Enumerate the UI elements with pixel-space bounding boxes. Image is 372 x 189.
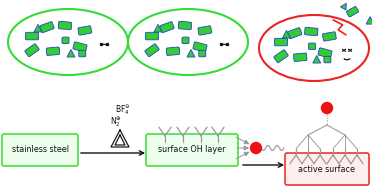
FancyBboxPatch shape — [78, 26, 92, 35]
FancyBboxPatch shape — [193, 42, 207, 52]
FancyBboxPatch shape — [58, 21, 72, 30]
Polygon shape — [154, 24, 162, 32]
FancyBboxPatch shape — [145, 44, 159, 57]
FancyBboxPatch shape — [318, 48, 332, 58]
FancyBboxPatch shape — [323, 32, 336, 41]
FancyBboxPatch shape — [40, 22, 54, 33]
FancyBboxPatch shape — [199, 50, 206, 57]
Text: surface OH layer: surface OH layer — [158, 146, 226, 154]
Text: stainless steel: stainless steel — [12, 146, 68, 154]
FancyBboxPatch shape — [26, 32, 38, 40]
FancyBboxPatch shape — [73, 42, 87, 52]
Polygon shape — [340, 3, 346, 10]
FancyBboxPatch shape — [285, 153, 369, 185]
FancyBboxPatch shape — [79, 50, 86, 57]
FancyBboxPatch shape — [308, 43, 315, 50]
Polygon shape — [282, 30, 291, 38]
FancyBboxPatch shape — [146, 134, 238, 166]
FancyBboxPatch shape — [198, 26, 212, 35]
FancyBboxPatch shape — [324, 56, 331, 63]
Polygon shape — [67, 50, 75, 57]
FancyBboxPatch shape — [166, 47, 180, 55]
FancyBboxPatch shape — [182, 37, 189, 44]
FancyBboxPatch shape — [160, 22, 174, 33]
Polygon shape — [34, 24, 42, 32]
FancyBboxPatch shape — [25, 44, 39, 57]
FancyBboxPatch shape — [145, 32, 158, 40]
Text: active surface: active surface — [298, 164, 356, 174]
FancyBboxPatch shape — [305, 27, 318, 36]
Circle shape — [321, 102, 333, 114]
FancyBboxPatch shape — [178, 21, 192, 30]
Text: BF$_4^{\ominus}$: BF$_4^{\ominus}$ — [115, 103, 131, 117]
FancyBboxPatch shape — [62, 37, 69, 44]
Polygon shape — [366, 17, 372, 24]
FancyBboxPatch shape — [275, 38, 288, 46]
Polygon shape — [313, 56, 321, 63]
Polygon shape — [187, 50, 195, 57]
Text: N$_2^{\oplus}$: N$_2^{\oplus}$ — [110, 115, 122, 129]
FancyBboxPatch shape — [46, 47, 60, 55]
Circle shape — [250, 143, 262, 153]
FancyBboxPatch shape — [274, 50, 288, 63]
FancyBboxPatch shape — [346, 6, 359, 17]
FancyBboxPatch shape — [288, 28, 302, 39]
FancyBboxPatch shape — [294, 53, 307, 61]
FancyBboxPatch shape — [2, 134, 78, 166]
